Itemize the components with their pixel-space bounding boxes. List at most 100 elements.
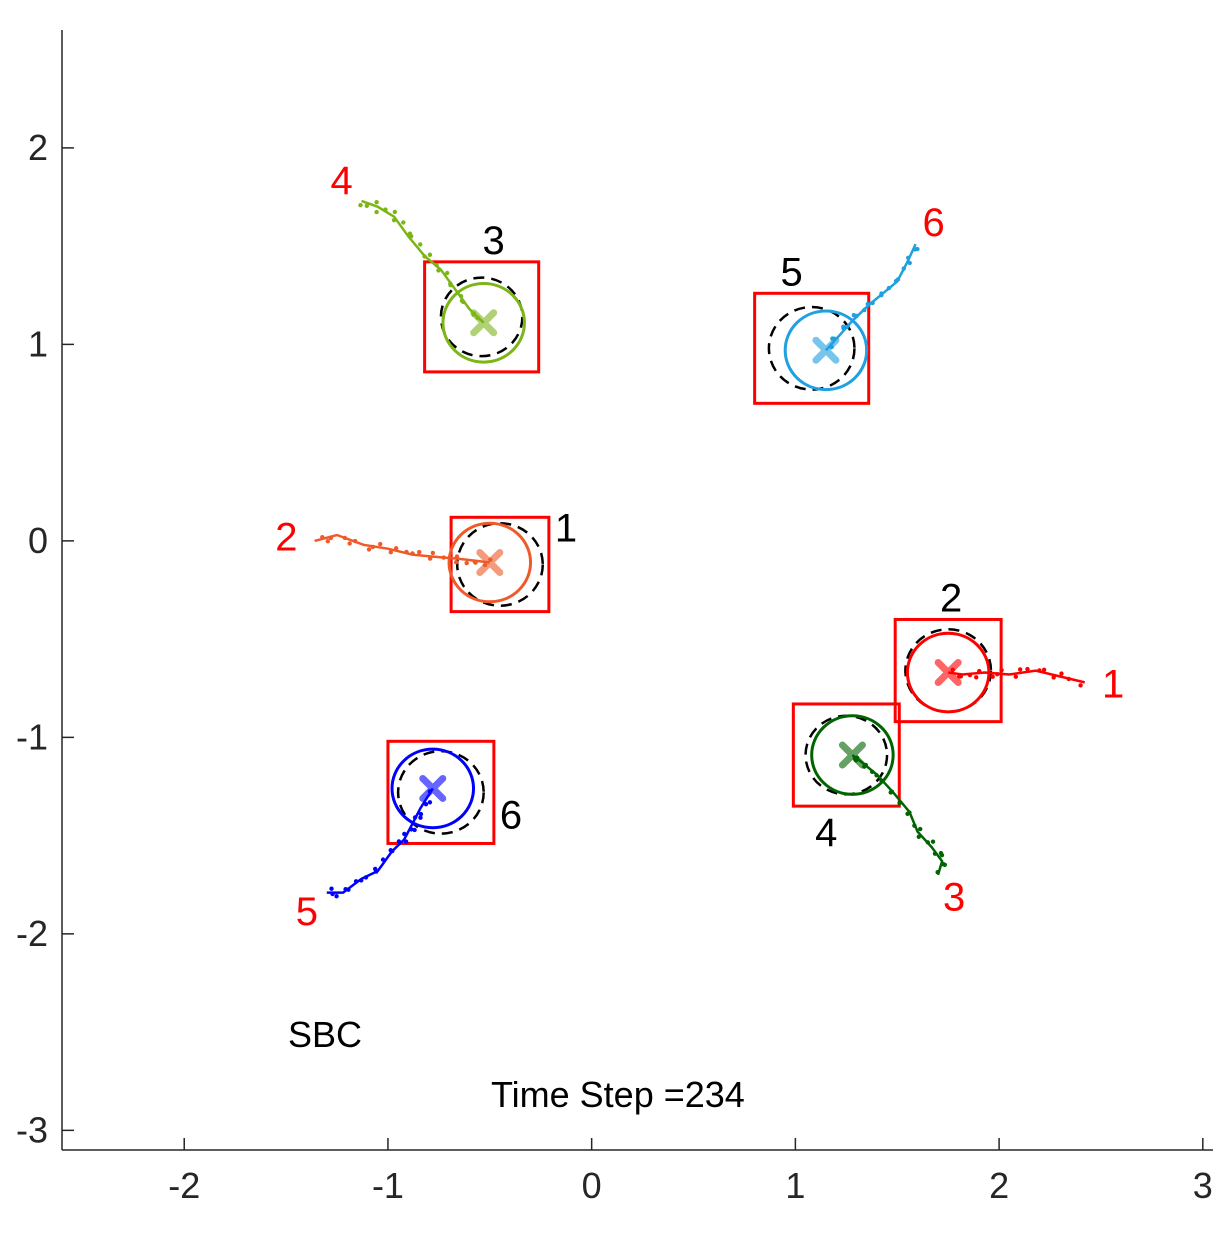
trajectory-point [967,672,973,678]
trajectory-point [1066,676,1071,682]
trajectory-point [917,826,923,832]
trajectory-point [353,879,359,884]
trajectory-point [1078,683,1083,688]
trajectory-point [402,831,407,837]
agent-circle [810,714,895,796]
trajectory-point [392,209,398,215]
trajectory-point [418,242,423,247]
agent-group: 43 [331,159,541,374]
trajectory-point [473,560,478,565]
trajectory-point [901,266,906,271]
agent-circle [447,521,533,604]
trajectory-line [314,533,490,564]
goal-label: 6 [500,793,522,837]
trajectory-point [422,254,427,259]
agent-marker [470,309,498,337]
agent-label: 5 [296,890,318,934]
trajectory-point [380,857,386,862]
trajectory-point [409,827,414,832]
trajectory-point [870,769,875,775]
y-tick-label: 0 [28,520,48,561]
time-step-label: Time Step =234 [491,1074,745,1115]
goal-box [791,702,901,808]
trajectory-point [1059,671,1064,676]
trajectory-point [879,291,884,296]
trajectory-point [851,312,857,318]
trajectory-point [388,848,393,853]
goal-label: 4 [815,811,837,855]
agent-group: 34 [791,702,965,920]
trajectory-point [454,554,460,559]
trajectory-point [418,815,423,820]
trajectory-point [897,800,902,806]
trajectory-point [436,268,441,273]
agent-circle [441,281,526,364]
trajectory-point [974,675,979,680]
trajectory-point [441,555,446,560]
trajectory-point [412,827,417,833]
y-tick-label: -1 [16,716,48,757]
trajectory-point [418,811,424,817]
trajectory-point [391,217,397,223]
agent-label: 3 [943,876,965,920]
trajectory-point [907,260,912,266]
trajectory-point [427,252,433,257]
goal-circle [439,276,524,358]
trajectory-point [430,550,436,556]
agent-marker [812,336,840,364]
y-tick-label: 1 [28,323,48,364]
trajectory-point [370,544,376,550]
trajectory-point [359,878,364,883]
goal-label: 3 [483,219,505,263]
trajectory-point [410,551,415,556]
trajectory-point [393,546,399,551]
trajectory-point [366,547,372,552]
agent-marker [934,659,962,687]
x-tick-label: 0 [582,1165,602,1206]
goal-box [449,515,551,614]
trajectory-point [328,535,334,541]
trajectory-point [325,538,330,544]
trajectory-line [326,787,434,894]
trajectory-point [330,891,335,897]
agent-group: 12 [893,576,1124,724]
trajectory-point [995,671,1000,677]
trajectory-line [948,669,1085,684]
goal-circle [396,749,485,835]
trajectory-point [907,810,912,815]
trajectory-point [334,893,339,899]
trajectory-point [912,823,917,828]
trajectory-point [445,270,450,276]
goal-box [423,260,541,374]
trajectory-point [464,560,469,566]
trajectory-point [1017,667,1023,672]
trajectory-point [999,667,1004,673]
trajectory-point [347,541,352,546]
trajectory-point [942,862,948,867]
trajectory-point [977,668,982,674]
agent-circle [783,309,869,392]
trajectory-point [358,202,363,208]
goal-label: 5 [781,250,803,294]
trajectory-point [364,203,370,209]
trajectory-point [427,556,433,561]
goal-label: 1 [555,506,577,550]
trajectory-point [427,800,433,805]
x-tick-label: 1 [785,1165,805,1206]
trajectory-line [824,243,917,352]
goal-box [386,739,496,845]
goal-label: 2 [940,576,962,620]
agent-circle [905,631,991,714]
trajectory-point [404,549,409,555]
y-tick-label: 2 [28,127,48,168]
trajectory-point [1025,666,1030,672]
trajectory-point [408,234,414,239]
goal-box [753,291,871,405]
trajectory-point [320,535,325,540]
trajectory-point [841,326,846,331]
trajectory-point [458,293,464,299]
trajectory-point [417,549,422,555]
